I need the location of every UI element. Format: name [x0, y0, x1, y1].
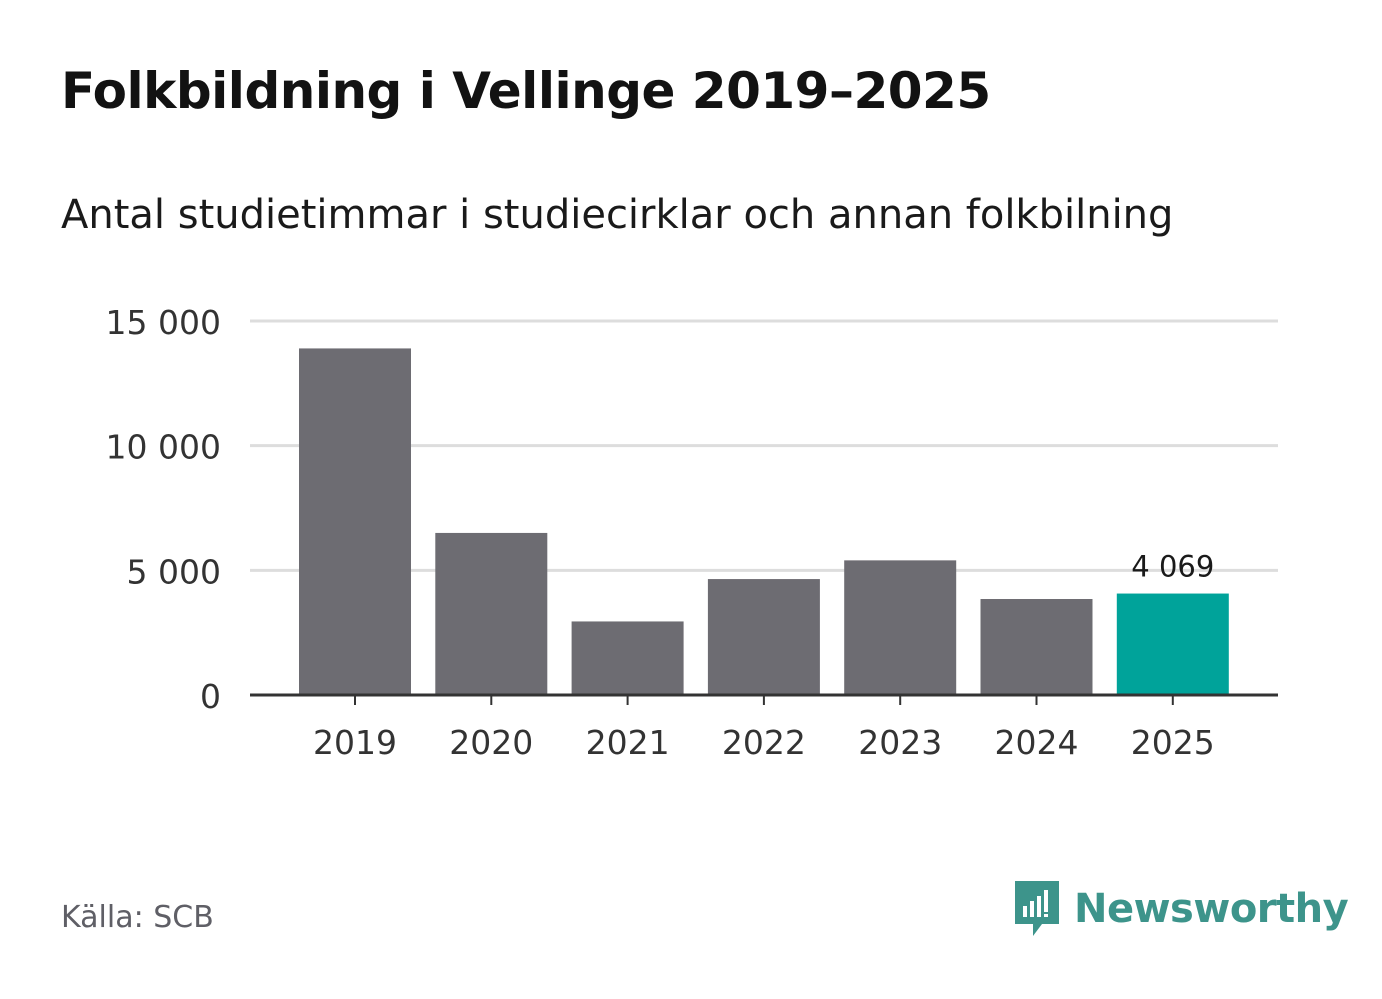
brand-name: Newsworthy [1074, 886, 1349, 932]
x-tick-label: 2021 [586, 723, 670, 762]
brand-logo: Newsworthy [1012, 878, 1349, 940]
y-tick-label: 5 000 [127, 552, 221, 591]
newsworthy-logo-icon [1015, 881, 1059, 936]
bar-2024 [980, 599, 1093, 695]
data-label: 4 069 [1131, 550, 1214, 584]
x-tick-label: 2022 [722, 723, 806, 762]
y-tick-label: 0 [200, 677, 221, 716]
x-tick-label: 2019 [313, 723, 397, 762]
source-label: Källa: SCB [61, 900, 214, 935]
bar-2025 [1116, 593, 1229, 695]
x-tick-label: 2023 [858, 723, 942, 762]
x-tick-label: 2024 [995, 723, 1079, 762]
bar-2021 [571, 621, 684, 695]
bar-2019 [299, 348, 411, 695]
bar-2023 [844, 560, 957, 695]
y-tick-label: 15 000 [106, 303, 221, 342]
x-tick-label: 2025 [1131, 723, 1215, 762]
bar-2020 [435, 532, 548, 695]
chart-subtitle: Antal studietimmar i studiecirklar och a… [61, 192, 1174, 238]
chart-title: Folkbildning i Vellinge 2019–2025 [61, 62, 991, 120]
y-tick-label: 10 000 [106, 428, 221, 467]
x-tick-label: 2020 [449, 723, 533, 762]
bar-2022 [707, 579, 820, 695]
